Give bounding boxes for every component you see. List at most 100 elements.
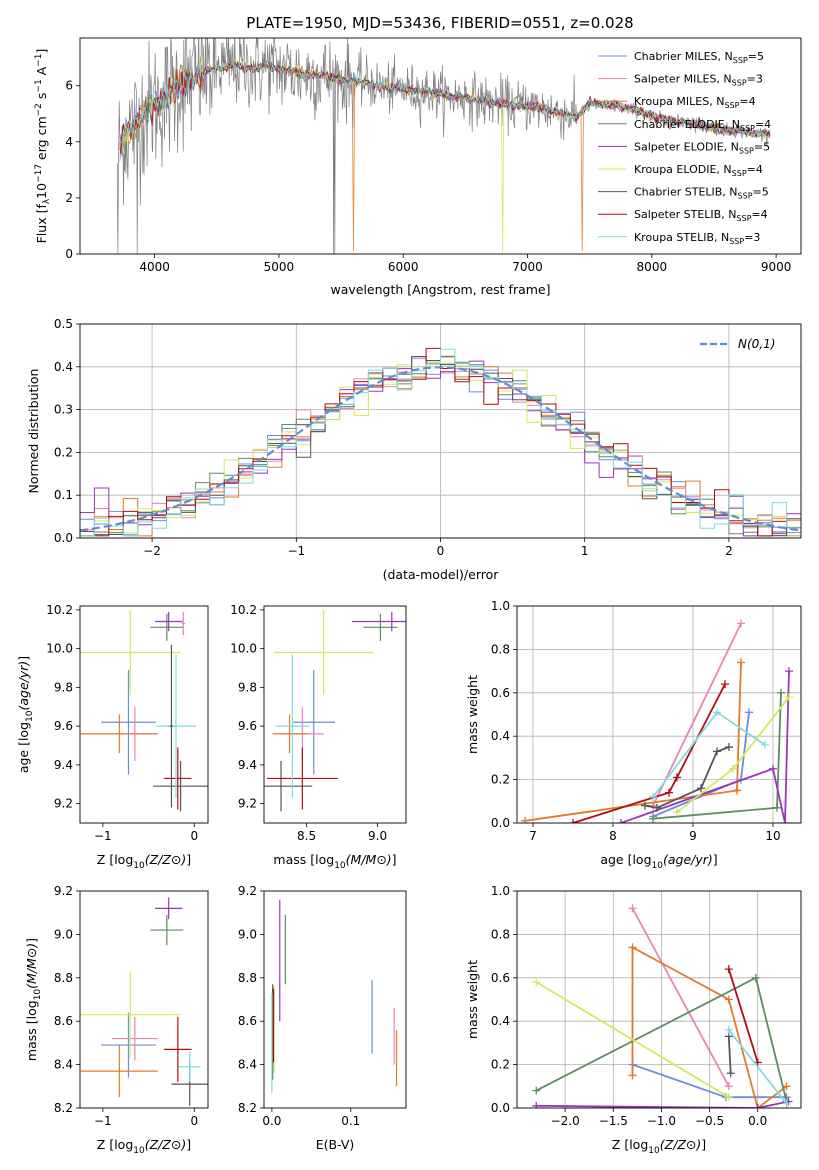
x-axis-label: mass [log10(M/M⊙)] — [273, 852, 396, 871]
y-tick-label: 0 — [65, 247, 73, 261]
x-tick-label: −1 — [94, 829, 112, 843]
weight-marker — [665, 788, 673, 797]
weight-marker — [532, 978, 541, 987]
y-tick-label: 8.6 — [238, 1014, 257, 1028]
weight-marker — [628, 943, 637, 952]
x-tick-label: 7000 — [512, 260, 543, 274]
legend-count: =4 — [755, 118, 771, 131]
y-tick-label: 9.6 — [238, 719, 257, 733]
label-subscript: 10 — [648, 1146, 660, 1156]
model-spectrum-7 — [119, 61, 771, 155]
weight-marker — [781, 819, 789, 823]
x-axis-label: Z [log10(Z/Z⊙)] — [97, 1137, 191, 1156]
legend-text: Kroupa MILES, N — [634, 95, 724, 108]
y-tick-label: 0.0 — [491, 1101, 510, 1115]
y-tick-label: 1.0 — [491, 599, 510, 613]
x-tick-label: 9.0 — [368, 829, 387, 843]
weight-marker — [569, 819, 577, 823]
legend-label: Salpeter ELODIE, NSSP=5 — [634, 140, 770, 155]
model-spectrum-8 — [119, 61, 771, 144]
label-part: age [log — [600, 852, 651, 867]
weight-marker — [751, 973, 760, 982]
label-part: mass [log — [24, 1000, 39, 1061]
weight-marker — [733, 786, 741, 795]
weight-marker — [649, 814, 657, 823]
label-part: ] — [701, 1137, 706, 1152]
legend-subscript: SSP — [732, 169, 747, 178]
legend-text: Kroupa ELODIE, N — [634, 163, 732, 176]
label-subscript: 10 — [133, 1146, 145, 1156]
label-math: (M/M⊙) — [346, 852, 392, 867]
label-part: ] — [16, 656, 31, 661]
label-part: A — [34, 66, 49, 79]
weight-marker — [697, 784, 705, 793]
label-part: s — [34, 93, 49, 104]
weight-marker — [782, 1082, 791, 1091]
y-tick-label: 0.2 — [54, 445, 73, 459]
label-part: erg cm — [34, 116, 49, 164]
y-axis-label: Normed distribution — [26, 369, 41, 494]
legend-count: =5 — [753, 186, 769, 199]
legend-count: =3 — [747, 73, 763, 86]
x-tick-label: 1 — [581, 544, 589, 558]
x-tick-label: 4000 — [139, 260, 170, 274]
legend-text: Chabrier MILES, N — [634, 50, 733, 63]
label-subscript: 10 — [652, 861, 664, 871]
legend-text: Salpeter ELODIE, N — [634, 140, 739, 153]
legend-label: Chabrier STELIB, NSSP=5 — [634, 186, 769, 201]
weight-marker — [785, 693, 793, 702]
axes-frame — [79, 37, 802, 255]
y-tick-label: 0.4 — [491, 1014, 510, 1028]
label-math: (M/M⊙) — [24, 943, 39, 989]
y-tick-label: 9.8 — [54, 680, 73, 694]
legend-subscript: SSP — [736, 214, 751, 223]
weight-marker — [713, 747, 721, 756]
weight-line-8 — [728, 1029, 788, 1105]
label-part: −2 — [34, 103, 44, 116]
legend-label: Chabrier MILES, NSSP=5 — [634, 50, 764, 65]
label-part: ] — [392, 852, 397, 867]
label-subscript: 10 — [133, 861, 145, 871]
x-axis-label: E(B-V) — [316, 1137, 355, 1152]
y-tick-label: 8.6 — [54, 1014, 73, 1028]
plot-area — [116, 38, 771, 254]
y-tick-label: 1.0 — [491, 884, 510, 898]
axes-frame — [79, 890, 209, 1109]
x-tick-label: 0.0 — [748, 1114, 767, 1128]
axes-frame — [263, 605, 407, 824]
weight-marker — [532, 1086, 541, 1095]
y-tick-label: 8.4 — [238, 1058, 257, 1072]
y-axis-label: mass weight — [465, 960, 480, 1039]
x-tick-label: 0.0 — [262, 1114, 281, 1128]
weight-marker — [745, 708, 753, 717]
x-tick-label: 8.5 — [297, 829, 316, 843]
legend-count: =4 — [739, 95, 755, 108]
y-tick-label: 0.2 — [491, 773, 510, 787]
legend-label: Kroupa ELODIE, NSSP=4 — [634, 163, 763, 178]
label-part: −1 — [34, 54, 44, 67]
y-tick-label: 2 — [65, 191, 73, 205]
y-tick-label: 0.2 — [491, 1058, 510, 1072]
x-tick-label: −0.5 — [695, 1114, 724, 1128]
x-tick-label: 7 — [529, 829, 537, 843]
y-axis-label: age [log10(age/yr)] — [16, 656, 35, 773]
legend-text: Kroupa STELIB, N — [634, 231, 729, 244]
weight-line-7 — [572, 683, 726, 823]
weight-marker — [724, 1025, 733, 1034]
label-part: ] — [24, 938, 39, 943]
panel-mass_vs_EBV: 0.0 0.1 8.2 8.4 8.6 8.8 9.0 9.2 E(B-V) — [238, 884, 407, 1152]
legend-subscript: SSP — [738, 192, 753, 201]
x-tick-label: 10 — [765, 829, 780, 843]
histogram-4 — [80, 360, 801, 537]
y-tick-label: 10.2 — [230, 603, 257, 617]
y-tick-label: 8.2 — [238, 1101, 257, 1115]
weight-marker — [617, 819, 625, 823]
x-tick-label: 6000 — [388, 260, 419, 274]
x-axis-label: Z [log10(Z/Z⊙)] — [97, 852, 191, 871]
label-part: Flux [f — [34, 204, 49, 244]
x-tick-label: −1 — [287, 544, 305, 558]
y-tick-label: 0.4 — [54, 360, 73, 374]
weight-marker — [773, 803, 781, 812]
x-tick-label: −2.0 — [551, 1114, 580, 1128]
